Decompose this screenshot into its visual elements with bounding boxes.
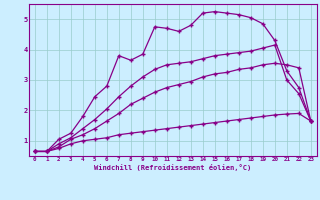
X-axis label: Windchill (Refroidissement éolien,°C): Windchill (Refroidissement éolien,°C) [94, 164, 252, 171]
